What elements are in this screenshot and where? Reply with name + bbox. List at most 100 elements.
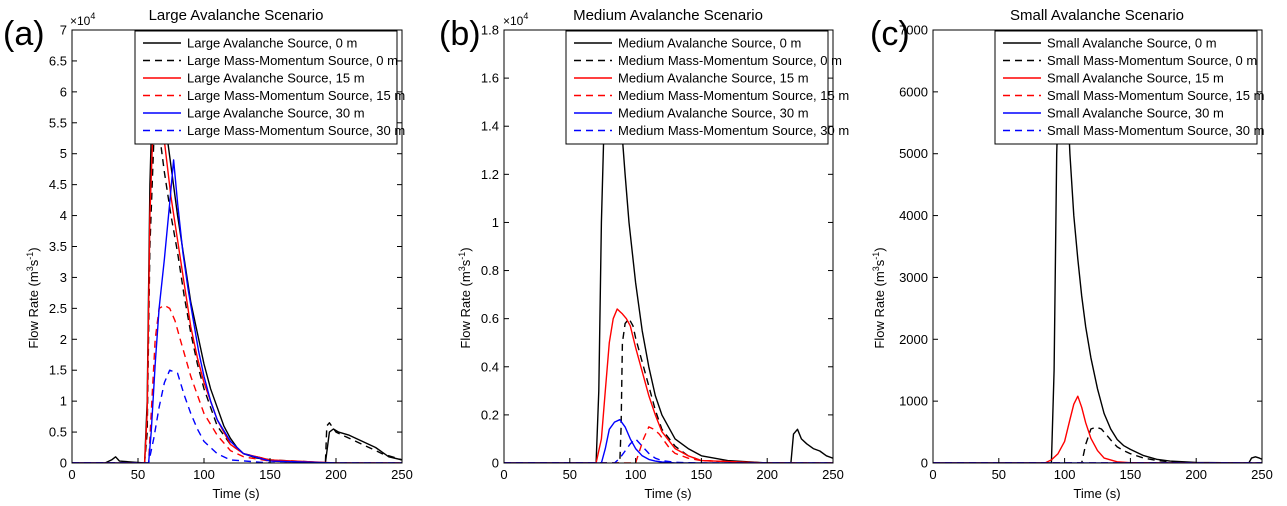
x-axis-label: Time (s) xyxy=(644,486,691,501)
legend: Medium Avalanche Source, 0 m Medium Mass-… xyxy=(565,30,849,145)
legend-label: Small Avalanche Source, 15 m xyxy=(1047,71,1224,86)
y-tick-label: 6000 xyxy=(899,84,928,99)
y-tick-label: 6 xyxy=(60,84,67,99)
y-tick-label: 3 xyxy=(60,270,67,285)
legend-box xyxy=(134,30,398,145)
series-line-2 xyxy=(933,426,1262,463)
legend-label: Medium Mass-Momentum Source, 0 m xyxy=(618,53,842,68)
chart-title: Large Avalanche Scenario xyxy=(149,7,324,24)
x-tick-label: 200 xyxy=(325,467,347,482)
y-tick-label: 4000 xyxy=(899,208,928,223)
x-tick-label: 100 xyxy=(1054,467,1076,482)
x-tick-label: 200 xyxy=(756,467,778,482)
legend-label: Small Avalanche Source, 30 m xyxy=(1047,106,1224,121)
x-tick-label: 50 xyxy=(131,467,145,482)
y-axis-label: Flow Rate (m3s-1) xyxy=(25,247,41,348)
y-tick-label: 0.5 xyxy=(49,425,67,440)
y-tick-label: 0.4 xyxy=(481,359,499,374)
x-axis-label: Time (s) xyxy=(1073,486,1120,501)
x-tick-label: 50 xyxy=(563,467,577,482)
x-tick-label: 150 xyxy=(691,467,713,482)
axes-box xyxy=(503,29,834,464)
y-tick-label: 4 xyxy=(60,208,67,223)
y-tick-label: 0 xyxy=(921,456,928,471)
x-tick-label: 100 xyxy=(193,467,215,482)
legend-label: Small Mass-Momentum Source, 30 m xyxy=(1047,123,1264,138)
y-tick-label: 0 xyxy=(60,456,67,471)
y-tick-label: 3.5 xyxy=(49,239,67,254)
panel-label: (b) xyxy=(439,15,481,53)
x-tick-label: 0 xyxy=(500,467,507,482)
y-tick-label: 6.5 xyxy=(49,53,67,68)
x-tick-label: 200 xyxy=(1185,467,1207,482)
legend-label: Medium Mass-Momentum Source, 30 m xyxy=(618,123,849,138)
y-tick-label: 1.2 xyxy=(481,167,499,182)
legend-label: Small Avalanche Source, 0 m xyxy=(1047,36,1217,51)
y-tick-label: 1 xyxy=(492,215,499,230)
x-tick-label: 0 xyxy=(68,467,75,482)
series-line-4 xyxy=(504,426,833,463)
series-line-6 xyxy=(504,438,833,463)
x-tick-label: 150 xyxy=(1120,467,1142,482)
y-tick-label: 0.8 xyxy=(481,263,499,278)
legend-label: Large Mass-Momentum Source, 0 m xyxy=(187,53,398,68)
y-tick-label: 2000 xyxy=(899,332,928,347)
series-line-5 xyxy=(504,419,833,463)
y-tick-label: 1000 xyxy=(899,394,928,409)
x-tick-label: 250 xyxy=(391,467,413,482)
y-axis-label: Flow Rate (m3s-1) xyxy=(457,247,473,348)
y-tick-label: 7000 xyxy=(899,23,928,38)
x-tick-label: 100 xyxy=(625,467,647,482)
legend-box xyxy=(994,30,1258,145)
panel-a: (a) Large Avalanche Scenario Time (s) Fl… xyxy=(3,7,413,501)
legend-label: Large Mass-Momentum Source, 15 m xyxy=(187,88,405,103)
legend-label: Medium Avalanche Source, 30 m xyxy=(618,106,809,121)
y-tick-label: 1.8 xyxy=(481,23,499,38)
series-line-6 xyxy=(72,369,402,463)
y-tick-label: 0.6 xyxy=(481,311,499,326)
y-tick-label: 5 xyxy=(60,146,67,161)
x-tick-label: 50 xyxy=(992,467,1006,482)
legend-label: Large Mass-Momentum Source, 30 m xyxy=(187,123,405,138)
x-tick-label: 150 xyxy=(259,467,281,482)
panel-c: (c) Small Avalanche Scenario Time (s) Fl… xyxy=(870,7,1273,501)
series-line-2 xyxy=(504,318,833,463)
x-axis-label: Time (s) xyxy=(212,486,259,501)
legend-label: Medium Avalanche Source, 0 m xyxy=(618,36,801,51)
legend: Small Avalanche Source, 0 m Small Mass-Mo… xyxy=(994,30,1264,145)
legend-label: Medium Avalanche Source, 15 m xyxy=(618,71,809,86)
series-line-5 xyxy=(72,159,402,463)
series-line-3 xyxy=(72,91,402,463)
chart-title: Medium Avalanche Scenario xyxy=(573,7,763,24)
y-tick-label: 2.5 xyxy=(49,301,67,316)
exponent-label: ×104 xyxy=(503,11,528,28)
legend-label: Small Mass-Momentum Source, 0 m xyxy=(1047,53,1257,68)
panel-label: (a) xyxy=(3,15,45,53)
legend: Large Avalanche Source, 0 m Large Mass-Mo… xyxy=(134,30,405,145)
legend-box xyxy=(565,30,829,145)
series-line-4 xyxy=(72,304,402,463)
y-tick-label: 3000 xyxy=(899,270,928,285)
x-tick-label: 250 xyxy=(1251,467,1273,482)
legend-label: Small Mass-Momentum Source, 15 m xyxy=(1047,88,1264,103)
series-line-3 xyxy=(504,308,833,463)
panel-b: (b) Medium Avalanche Scenario Time (s) F… xyxy=(439,7,849,501)
y-tick-label: 1.4 xyxy=(481,119,499,134)
exponent-label: ×104 xyxy=(70,11,95,28)
legend-label: Medium Mass-Momentum Source, 15 m xyxy=(618,88,849,103)
legend-label: Large Avalanche Source, 15 m xyxy=(187,71,365,86)
y-tick-label: 5000 xyxy=(899,146,928,161)
y-tick-label: 1.6 xyxy=(481,71,499,86)
series-line-2 xyxy=(72,125,402,463)
legend-label: Large Avalanche Source, 0 m xyxy=(187,36,357,51)
y-axis-label: Flow Rate (m3s-1) xyxy=(871,247,887,348)
chart-title: Small Avalanche Scenario xyxy=(1010,7,1184,24)
y-tick-label: 0.2 xyxy=(481,407,499,422)
y-tick-label: 1.5 xyxy=(49,363,67,378)
y-tick-label: 0 xyxy=(492,456,499,471)
legend-label: Large Avalanche Source, 30 m xyxy=(187,106,365,121)
y-tick-label: 1 xyxy=(60,394,67,409)
x-tick-label: 250 xyxy=(822,467,844,482)
y-tick-label: 7 xyxy=(60,23,67,38)
